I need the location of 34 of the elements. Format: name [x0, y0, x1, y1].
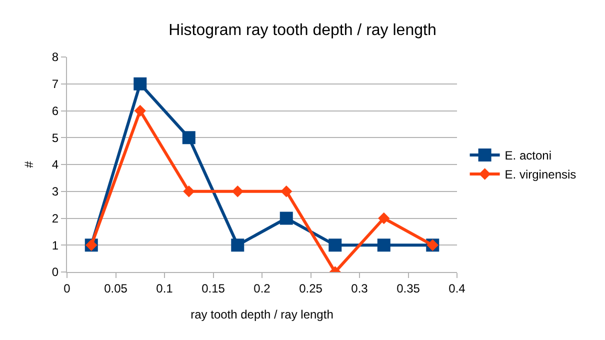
point	[280, 186, 292, 198]
y-tick-label: 0	[52, 265, 59, 280]
y-tick-label: 4	[52, 158, 59, 172]
chart-title: Histogram ray tooth depth / ray length	[168, 22, 436, 39]
point	[231, 238, 244, 252]
point	[328, 238, 342, 252]
x-tick-label: 0.35	[396, 281, 420, 296]
point	[232, 186, 244, 198]
legend-label: E. virginensis	[504, 168, 576, 182]
y-tick-label: 1	[52, 238, 59, 252]
y-tick-label: 8	[52, 50, 59, 64]
x-axis-title: ray tooth depth / ray length	[190, 307, 334, 322]
point	[134, 104, 146, 117]
point	[377, 238, 390, 252]
x-tick-label: 0.4	[448, 281, 466, 296]
point	[378, 212, 390, 224]
x-tick-label: 0.1	[156, 281, 174, 296]
x-tick-label: 0.25	[299, 281, 323, 296]
x-tick-label: 0.05	[104, 281, 128, 296]
y-tick-label: 6	[52, 104, 59, 118]
y-tick-label: 5	[52, 130, 59, 145]
x-tick-label: 0.3	[351, 281, 368, 296]
x-tick-label: 0	[64, 281, 71, 296]
point	[183, 186, 195, 198]
point	[134, 77, 147, 90]
legend-label: E. actoni	[504, 148, 552, 163]
x-tick-label: 0.15	[202, 281, 226, 296]
y-tick-label: 3	[52, 184, 59, 199]
y-tick-label: 7	[52, 77, 59, 92]
point	[182, 131, 196, 144]
y-axis-title: #	[22, 160, 36, 168]
point	[280, 212, 293, 225]
y-tick-label: 2	[52, 211, 59, 226]
x-tick-label: 0.2	[254, 281, 271, 296]
